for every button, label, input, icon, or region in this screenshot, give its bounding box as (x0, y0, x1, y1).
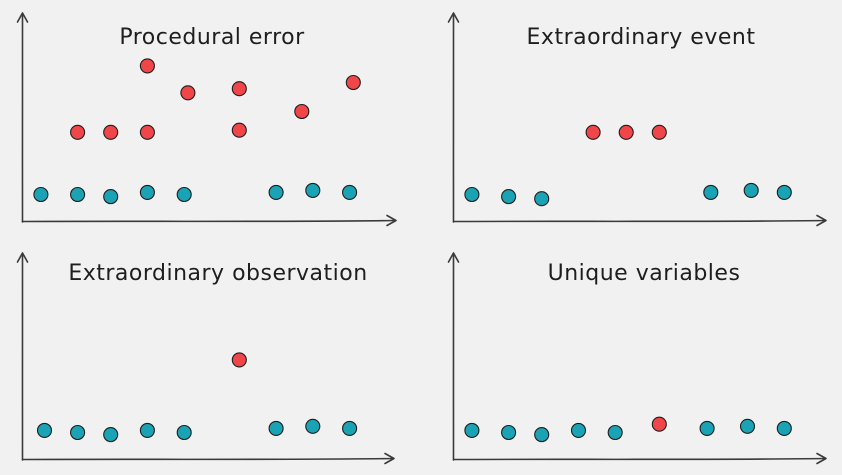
data-point (305, 418, 321, 434)
x-axis-arrowhead (816, 452, 827, 465)
chart-title: Unique variables (548, 261, 741, 286)
outlier-point (585, 124, 601, 140)
data-point (464, 422, 480, 438)
panel-procedural-error: Procedural error (16, 12, 397, 227)
data-point (703, 184, 719, 200)
y-axis-arrowhead (447, 252, 460, 263)
y-axis-arrowhead (447, 12, 460, 23)
outlier-point (103, 124, 119, 140)
data-point (268, 420, 284, 436)
panel-extraordinary-observation: Extraordinary observation (16, 252, 395, 465)
data-point (139, 184, 155, 200)
data-point (305, 182, 321, 198)
data-point (699, 420, 715, 436)
outlier-point (231, 352, 247, 368)
data-point (501, 189, 517, 205)
outlier-point (139, 124, 155, 140)
outlier-point (345, 74, 361, 91)
x-axis-arrowhead (384, 452, 395, 465)
outlier-point (231, 122, 247, 138)
x-axis (21, 219, 396, 223)
data-point (176, 186, 192, 203)
data-point (776, 184, 792, 200)
data-point (103, 427, 119, 443)
x-axis-arrowhead (386, 214, 397, 227)
x-axis (452, 219, 826, 223)
data-point (70, 424, 86, 441)
outlier-point (651, 124, 667, 140)
data-point (342, 184, 358, 200)
outlier-point (139, 58, 155, 74)
data-point (33, 186, 49, 203)
outlier-point (294, 103, 310, 120)
x-axis-arrowhead (816, 214, 827, 227)
data-point (176, 424, 192, 441)
data-point (534, 191, 550, 207)
data-point (501, 424, 517, 441)
panel-unique-variables: Unique variables (447, 252, 827, 465)
data-points (33, 58, 361, 205)
chart-title: Extraordinary observation (68, 261, 367, 286)
outlier-point (618, 124, 634, 140)
data-point (570, 422, 587, 438)
outlier-point (651, 416, 667, 432)
data-points (36, 352, 358, 443)
panel-extraordinary-event: Extraordinary event (447, 12, 827, 227)
data-points (464, 124, 792, 207)
data-point (776, 420, 792, 436)
outlier-point (70, 124, 86, 140)
x-axis (21, 457, 394, 461)
data-points (464, 416, 792, 443)
data-point (36, 422, 53, 438)
data-point (342, 420, 358, 436)
chart-title: Extraordinary event (527, 25, 756, 50)
outlier-point (231, 81, 247, 97)
data-point (139, 422, 155, 438)
data-point (70, 186, 86, 203)
data-point (607, 424, 623, 441)
data-point (534, 427, 550, 443)
data-point (103, 189, 119, 205)
data-point (739, 418, 756, 434)
outlier-point (180, 85, 196, 101)
data-point (743, 182, 759, 198)
data-point (268, 184, 284, 200)
data-point (464, 186, 480, 203)
y-axis-arrowhead (16, 12, 29, 23)
y-axis-arrowhead (16, 252, 29, 263)
x-axis (452, 457, 826, 461)
chart-title: Procedural error (119, 25, 305, 50)
